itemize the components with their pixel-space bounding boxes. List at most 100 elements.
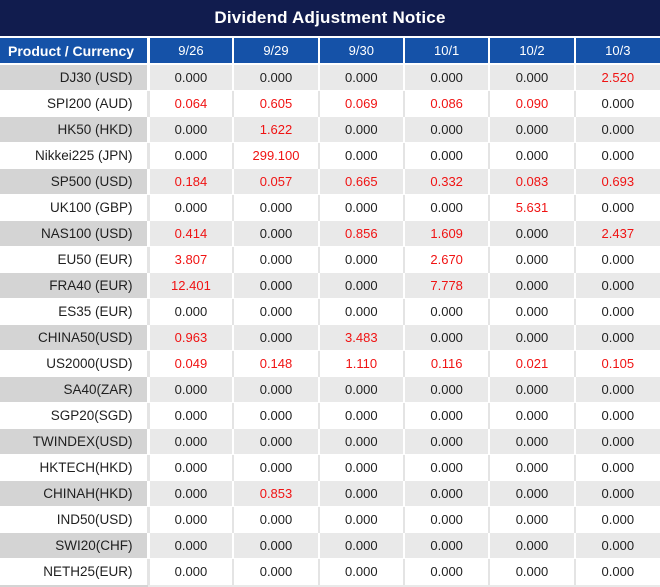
value-cell: 0.693 [574, 168, 660, 194]
value-cell: 0.049 [148, 350, 235, 376]
value-cell: 0.000 [489, 532, 576, 558]
value-cell: 2.437 [574, 220, 660, 246]
product-cell: EU50 (EUR) [0, 246, 150, 272]
value-cell: 3.807 [148, 246, 235, 272]
table-row: SPI200 (AUD) 0.064 0.605 0.069 0.086 0.090 0.0… [0, 90, 660, 116]
value-cell: 0.000 [148, 532, 235, 558]
product-cell: HK50 (HKD) [0, 116, 150, 142]
cutoff-row-strip [0, 584, 660, 587]
value-cell: 0.000 [574, 428, 660, 454]
value-cell: 0.000 [148, 454, 235, 480]
value-cell: 0.000 [148, 142, 235, 168]
product-cell: US2000(USD) [0, 350, 150, 376]
value-cell: 0.069 [318, 90, 405, 116]
value-cell: 0.000 [233, 454, 320, 480]
value-cell: 0.090 [489, 90, 576, 116]
table-row: UK100 (GBP) 0.000 0.000 0.000 0.000 5.631 0.00… [0, 194, 660, 220]
value-cell: 0.000 [318, 428, 405, 454]
value-cell: 0.000 [403, 506, 491, 532]
value-cell: 0.116 [403, 350, 491, 376]
value-cell: 0.000 [403, 64, 491, 90]
value-cell: 0.856 [318, 220, 405, 246]
cutoff-row-product-segment [0, 584, 148, 587]
value-cell: 0.000 [318, 376, 405, 402]
product-cell: HKTECH(HKD) [0, 454, 150, 480]
value-cell: 0.000 [403, 142, 491, 168]
value-cell: 0.000 [148, 376, 235, 402]
value-cell: 0.000 [318, 272, 405, 298]
value-cell: 1.609 [403, 220, 491, 246]
value-cell: 0.000 [318, 298, 405, 324]
value-cell: 0.000 [148, 480, 235, 506]
value-cell: 1.622 [233, 116, 320, 142]
value-cell: 0.000 [403, 194, 491, 220]
value-cell: 0.000 [233, 558, 320, 584]
value-cell: 0.000 [318, 402, 405, 428]
value-cell: 0.148 [233, 350, 320, 376]
value-cell: 0.000 [489, 246, 576, 272]
value-cell: 0.853 [233, 480, 320, 506]
value-cell: 1.110 [318, 350, 405, 376]
value-cell: 0.000 [574, 90, 660, 116]
value-cell: 0.414 [148, 220, 235, 246]
value-cell: 0.000 [318, 116, 405, 142]
value-cell: 0.000 [489, 324, 576, 350]
page-title: Dividend Adjustment Notice [214, 8, 446, 27]
table-row: ES35 (EUR) 0.000 0.000 0.000 0.000 0.000 0.000 [0, 298, 660, 324]
value-cell: 0.000 [318, 142, 405, 168]
value-cell: 299.100 [233, 142, 320, 168]
value-cell: 0.000 [148, 298, 235, 324]
value-cell: 0.000 [148, 194, 235, 220]
column-header-date-4: 10/1 [403, 38, 491, 65]
value-cell: 0.000 [233, 324, 320, 350]
value-cell: 0.086 [403, 90, 491, 116]
table-row: HK50 (HKD) 0.000 1.622 0.000 0.000 0.000 0.000 [0, 116, 660, 142]
value-cell: 0.000 [403, 298, 491, 324]
table-row: CHINA50(USD) 0.963 0.000 3.483 0.000 0.000 0.0… [0, 324, 660, 350]
product-cell: CHINA50(USD) [0, 324, 150, 350]
table-row: Nikkei225 (JPN) 0.000 299.100 0.000 0.000 0.0… [0, 142, 660, 168]
value-cell: 0.000 [233, 298, 320, 324]
column-header-product-currency: Product / Currency [0, 38, 150, 65]
value-cell: 0.665 [318, 168, 405, 194]
dividend-table: Product / Currency 9/26 9/29 9/30 10/1 1… [0, 38, 660, 585]
value-cell: 2.520 [574, 64, 660, 90]
value-cell: 0.000 [574, 506, 660, 532]
product-cell: SPI200 (AUD) [0, 90, 150, 116]
value-cell: 0.000 [574, 272, 660, 298]
value-cell: 0.000 [318, 194, 405, 220]
value-cell: 0.000 [489, 428, 576, 454]
product-cell: NAS100 (USD) [0, 220, 150, 246]
table-row: DJ30 (USD) 0.000 0.000 0.000 0.000 0.000 2.520 [0, 64, 660, 90]
value-cell: 12.401 [148, 272, 235, 298]
table-row: NETH25(EUR) 0.000 0.000 0.000 0.000 0.000 0.00… [0, 558, 660, 584]
product-cell: NETH25(EUR) [0, 558, 150, 584]
value-cell: 0.000 [574, 454, 660, 480]
value-cell: 0.000 [574, 532, 660, 558]
value-cell: 0.064 [148, 90, 235, 116]
value-cell: 0.000 [318, 532, 405, 558]
value-cell: 0.000 [403, 116, 491, 142]
table-row: TWINDEX(USD) 0.000 0.000 0.000 0.000 0.000 0.0… [0, 428, 660, 454]
value-cell: 0.000 [489, 558, 576, 584]
value-cell: 0.000 [148, 116, 235, 142]
product-cell: Nikkei225 (JPN) [0, 142, 150, 168]
value-cell: 0.184 [148, 168, 235, 194]
value-cell: 0.021 [489, 350, 576, 376]
value-cell: 0.000 [148, 402, 235, 428]
product-cell: TWINDEX(USD) [0, 428, 150, 454]
value-cell: 0.000 [489, 142, 576, 168]
product-cell: FRA40 (EUR) [0, 272, 150, 298]
table-row: NAS100 (USD) 0.414 0.000 0.856 1.609 0.000 2.4… [0, 220, 660, 246]
value-cell: 0.000 [574, 480, 660, 506]
value-cell: 0.000 [574, 246, 660, 272]
value-cell: 0.000 [489, 64, 576, 90]
value-cell: 3.483 [318, 324, 405, 350]
value-cell: 0.000 [574, 402, 660, 428]
value-cell: 0.000 [233, 246, 320, 272]
value-cell: 0.000 [403, 480, 491, 506]
table-row: SP500 (USD) 0.184 0.057 0.665 0.332 0.083 0.69… [0, 168, 660, 194]
table-row: SWI20(CHF) 0.000 0.000 0.000 0.000 0.000 0.000 [0, 532, 660, 558]
value-cell: 0.000 [574, 194, 660, 220]
table-row: IND50(USD) 0.000 0.000 0.000 0.000 0.000 0.000 [0, 506, 660, 532]
